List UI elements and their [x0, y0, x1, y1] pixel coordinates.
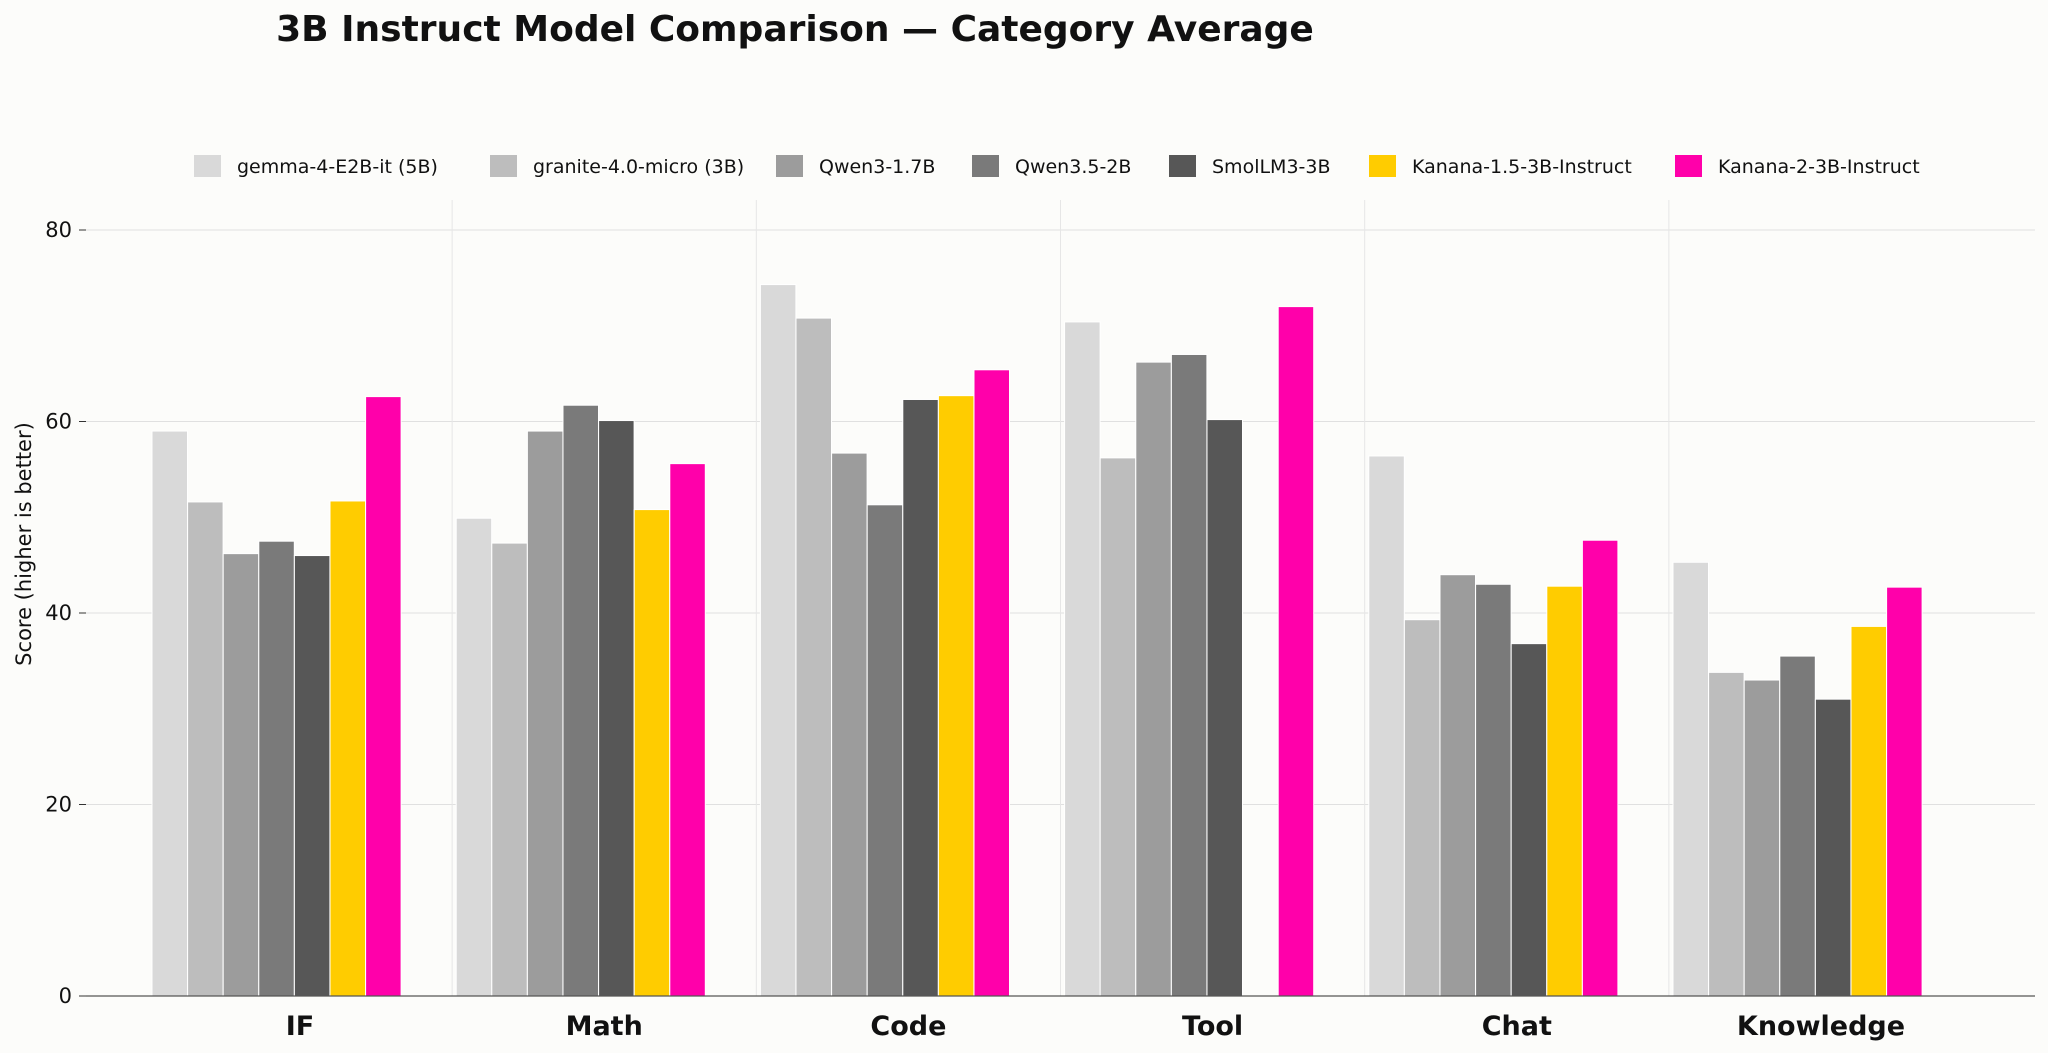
y-tick-label: 40: [45, 601, 72, 625]
bar-if-6: [365, 396, 402, 997]
bar-knowledge-2: [1743, 679, 1781, 997]
bar-if-3: [258, 540, 295, 997]
bar-math-0: [455, 517, 493, 997]
bar-code-5: [937, 395, 975, 997]
bar-chat-1: [1403, 619, 1441, 997]
bar-if-4: [293, 555, 331, 997]
bar-tool-3: [1170, 353, 1208, 997]
y-tick-label: 80: [45, 218, 72, 242]
bar-code-1: [795, 317, 832, 997]
bar-chat-0: [1368, 455, 1405, 997]
legend-swatch: [776, 155, 803, 177]
bar-chat-2: [1439, 574, 1476, 997]
chart-title: 3B Instruct Model Comparison — Category …: [276, 9, 1314, 50]
y-tick-label: 20: [45, 793, 72, 817]
legend-label: gemma-4-E2B-it (5B): [237, 156, 438, 178]
bar-tool-2: [1135, 361, 1172, 997]
bar-chat-5: [1546, 585, 1583, 997]
bar-chat-4: [1510, 643, 1548, 997]
legend-swatch: [1169, 155, 1196, 177]
y-tick-label: 0: [59, 984, 72, 1008]
bar-chat-3: [1475, 583, 1512, 997]
legend-swatch: [1675, 155, 1702, 177]
bar-tool-1: [1099, 457, 1137, 997]
bar-if-0: [151, 430, 188, 997]
y-axis-label: Score (higher is better): [12, 422, 36, 666]
y-tick-label: 60: [45, 410, 72, 434]
bar-if-1: [187, 501, 224, 997]
bar-knowledge-6: [1886, 586, 1923, 997]
legend: gemma-4-E2B-it (5B) granite-4.0-micro (3B…: [194, 155, 1920, 178]
bar-knowledge-1: [1708, 671, 1745, 997]
legend-label: granite-4.0-micro (3B): [533, 156, 744, 178]
bar-code-0: [759, 284, 797, 997]
bar-code-4: [902, 398, 939, 997]
bar-math-2: [526, 430, 564, 997]
x-tick-label: Knowledge: [1737, 1011, 1905, 1042]
bar-if-2: [222, 553, 260, 997]
legend-label: Qwen3.5-2B: [1015, 156, 1131, 178]
legend-swatch: [194, 155, 221, 177]
x-tick-label: Math: [566, 1011, 643, 1042]
bar-math-4: [598, 420, 635, 997]
bar-code-3: [866, 504, 904, 997]
legend-label: Qwen3-1.7B: [819, 156, 935, 178]
bar-tool-4: [1206, 419, 1243, 997]
axes: 0 20 40 60 80 IF Math Code Tool Chat Knowledge: [45, 218, 2035, 1042]
legend-swatch: [490, 155, 517, 177]
x-tick-label: Chat: [1482, 1011, 1552, 1042]
bar-knowledge-0: [1672, 561, 1709, 997]
bar-code-2: [831, 452, 868, 997]
bar-knowledge-3: [1779, 655, 1816, 997]
legend-label: SmolLM3-3B: [1212, 156, 1331, 178]
bar-math-3: [562, 404, 599, 997]
bar-knowledge-4: [1814, 698, 1852, 997]
legend-swatch: [1369, 155, 1396, 177]
x-tick-label: Tool: [1182, 1011, 1243, 1042]
bar-math-1: [491, 542, 528, 997]
legend-label: Kanana-1.5-3B-Instruct: [1412, 156, 1632, 178]
legend-label: Kanana-2-3B-Instruct: [1718, 156, 1920, 178]
bar-knowledge-5: [1850, 625, 1887, 997]
bar-math-6: [669, 463, 706, 997]
x-tick-label: Code: [870, 1011, 946, 1042]
x-tick-label: IF: [286, 1011, 315, 1042]
bar-tool-0: [1064, 321, 1101, 997]
bar-tool-6: [1277, 306, 1315, 997]
bars: [151, 284, 1923, 997]
legend-swatch: [972, 155, 999, 177]
bar-code-6: [973, 369, 1010, 997]
bar-math-5: [633, 509, 671, 997]
bar-if-5: [329, 500, 366, 997]
bar-chat-6: [1581, 539, 1619, 997]
